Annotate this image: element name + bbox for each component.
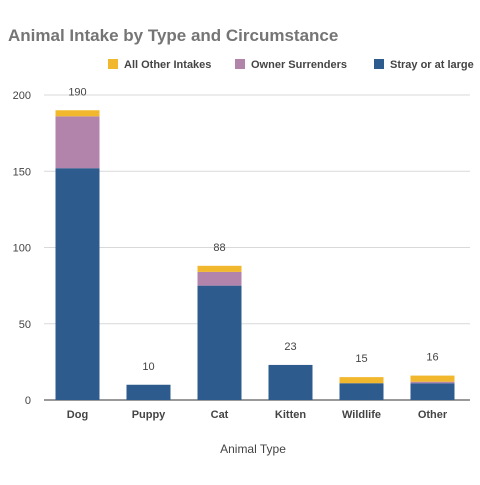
x-tick-label: Puppy bbox=[132, 409, 166, 421]
x-tick-label: Other bbox=[418, 409, 448, 421]
bar-segment[interactable] bbox=[339, 383, 384, 400]
bar-segment[interactable] bbox=[197, 285, 242, 400]
bar-total-label: 190 bbox=[68, 86, 86, 98]
legend-swatch bbox=[374, 59, 384, 69]
bar-segment[interactable] bbox=[268, 364, 313, 400]
legend-item[interactable]: Stray or at large bbox=[374, 59, 474, 71]
legend-swatch bbox=[235, 59, 245, 69]
bars bbox=[55, 110, 455, 400]
bar-total-label: 23 bbox=[284, 341, 296, 353]
y-tick-label: 0 bbox=[25, 395, 31, 407]
bar-segment[interactable] bbox=[410, 383, 455, 400]
chart-title: Animal Intake by Type and Circumstance bbox=[8, 26, 338, 45]
legend[interactable]: All Other Intakes Owner Surrenders Stray o… bbox=[108, 59, 474, 71]
x-tick-label: Cat bbox=[211, 409, 229, 421]
bar-segment[interactable] bbox=[55, 116, 100, 169]
y-tick-label: 50 bbox=[19, 319, 31, 331]
x-tick-label: Kitten bbox=[275, 409, 306, 421]
x-axis-title: Animal Type bbox=[220, 442, 286, 456]
bar-segment[interactable] bbox=[55, 110, 100, 117]
bar-segment[interactable] bbox=[339, 377, 384, 384]
bar-segment[interactable] bbox=[410, 381, 455, 384]
gridlines bbox=[44, 94, 470, 401]
x-tick-label: Dog bbox=[67, 409, 88, 421]
x-tick-label: Wildlife bbox=[342, 409, 381, 421]
bar-total-label: 10 bbox=[142, 361, 154, 373]
y-tick-label: 150 bbox=[13, 166, 31, 178]
legend-label: All Other Intakes bbox=[124, 59, 211, 71]
y-tick-label: 100 bbox=[13, 243, 31, 255]
legend-label: Owner Surrenders bbox=[251, 59, 347, 71]
legend-item[interactable]: All Other Intakes bbox=[108, 59, 211, 71]
x-axis-ticks: Dog Puppy Cat Kitten Wildlife Other bbox=[67, 409, 448, 421]
bar-segment[interactable] bbox=[126, 384, 171, 400]
bar-total-label: 88 bbox=[213, 242, 225, 254]
bar-segment[interactable] bbox=[197, 265, 242, 272]
y-axis-ticks: 0 50 100 150 200 bbox=[13, 90, 31, 407]
bar-segment[interactable] bbox=[55, 168, 100, 400]
legend-item[interactable]: Owner Surrenders bbox=[235, 59, 347, 71]
bar-segment[interactable] bbox=[410, 375, 455, 382]
y-tick-label: 200 bbox=[13, 90, 31, 102]
bar-totals: 190 10 88 23 15 16 bbox=[68, 86, 438, 373]
legend-label: Stray or at large bbox=[390, 59, 474, 71]
bar-segment[interactable] bbox=[197, 271, 242, 286]
bar-total-label: 15 bbox=[355, 353, 367, 365]
legend-swatch bbox=[108, 59, 118, 69]
bar-total-label: 16 bbox=[426, 352, 438, 364]
